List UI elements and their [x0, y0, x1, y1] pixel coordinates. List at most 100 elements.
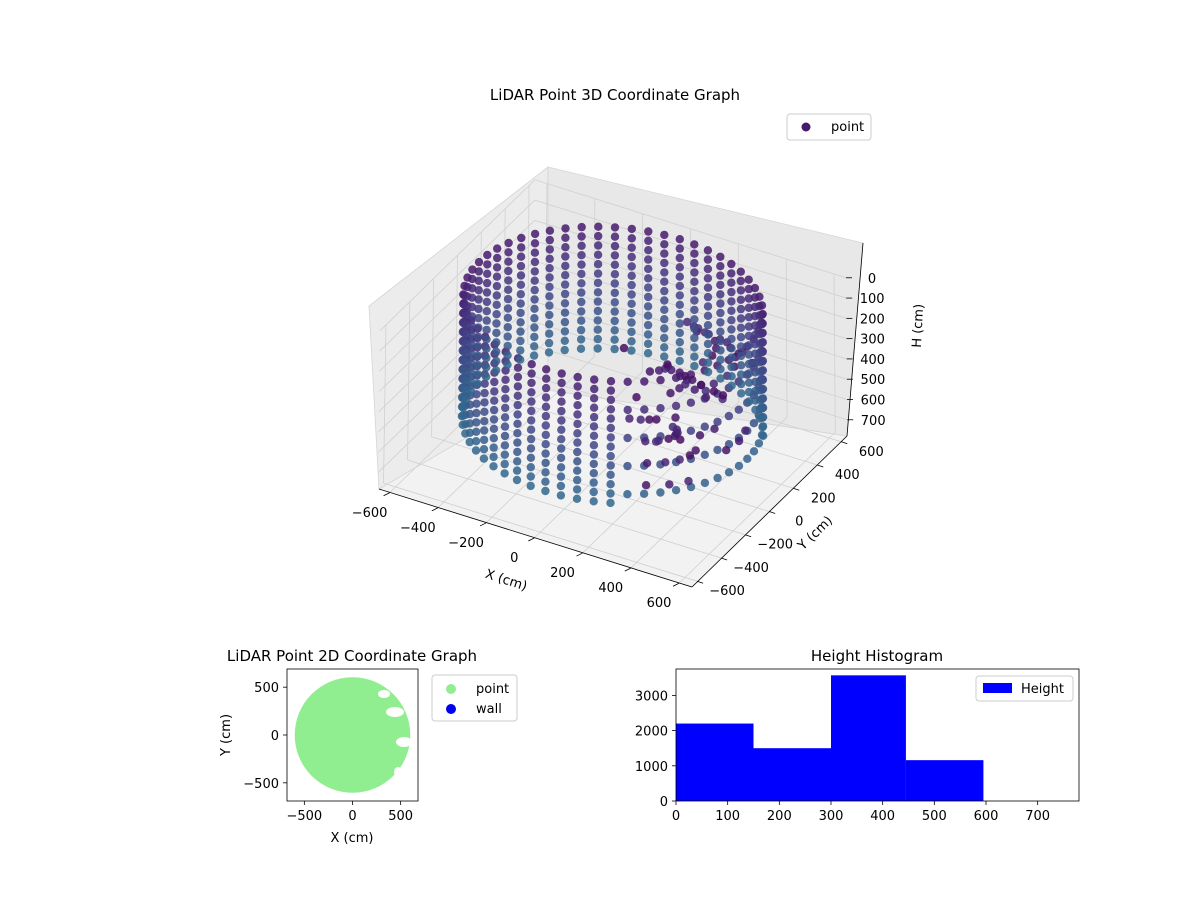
plot3d-point	[744, 341, 754, 350]
plot3d-point	[501, 385, 510, 394]
plot3d-point	[500, 469, 509, 478]
hist-title: Height Histogram	[811, 647, 943, 665]
plot3d-point	[576, 335, 586, 344]
plot3d-point	[466, 387, 476, 396]
plot3d-point	[545, 273, 554, 282]
plot3d-point	[606, 498, 615, 508]
plot3d-point	[577, 297, 586, 307]
plot3d-point	[654, 436, 663, 445]
plot3d-point	[661, 458, 670, 467]
plot3d-point	[483, 269, 492, 278]
plot3d-point	[489, 452, 498, 462]
plot3d-point	[503, 323, 512, 332]
plot3d-point	[744, 397, 754, 406]
plot3d-point	[480, 426, 489, 435]
plot3d-point	[671, 401, 681, 411]
plot3d-point	[474, 286, 483, 295]
plot3d-point	[675, 272, 684, 281]
plot3d-point	[716, 346, 725, 355]
plot3d-point	[643, 339, 653, 348]
plot3d-point	[690, 305, 699, 315]
plot2d-notch	[396, 737, 412, 747]
plot3d-x-tick-label: 0	[510, 551, 518, 566]
plot3d-point	[736, 370, 746, 379]
plot3d-point	[660, 286, 669, 296]
plot3d-point	[690, 333, 699, 343]
plot3d-point	[713, 445, 722, 455]
plot3d-point	[468, 265, 477, 274]
plot3d-point	[589, 403, 599, 412]
plot3d-point	[541, 477, 550, 486]
plot3d-legend-marker	[801, 122, 811, 132]
plot3d-point	[527, 369, 536, 378]
plot3d-point	[750, 321, 760, 330]
plot3d-point	[744, 313, 754, 322]
plot3d-y-tick-label: −600	[709, 584, 745, 599]
plot3d-y-tick-label: −400	[733, 561, 769, 576]
plot3d-point	[482, 316, 491, 325]
hist-y-tick-label: 0	[660, 795, 668, 810]
plot3d-point	[675, 300, 684, 309]
plot3d-point	[593, 344, 602, 353]
plot3d-point	[619, 343, 629, 353]
plot3d-point	[675, 291, 684, 300]
plot3d-point	[480, 398, 489, 407]
plot3d-point	[545, 292, 554, 301]
plot3d-ticks: −600−400−2000200400600−600−400−200020040…	[352, 272, 886, 611]
plot3d-point	[462, 395, 471, 404]
plot3d-point	[516, 280, 526, 289]
plot3d-point	[504, 276, 513, 285]
plot3d-point	[542, 374, 551, 383]
plot3d-point	[610, 307, 619, 316]
plot3d-point	[606, 377, 616, 386]
plot3d-x-tick	[672, 582, 680, 587]
plot3d-point	[736, 286, 746, 295]
plot3d-point	[675, 253, 684, 263]
plot3d-point	[572, 485, 582, 494]
plot3d-point	[561, 252, 570, 261]
hist-bar	[905, 760, 984, 801]
plot3d-point	[516, 299, 525, 308]
plot3d-point	[736, 351, 746, 361]
plot3d-point	[577, 251, 586, 260]
plot3d-point	[755, 414, 765, 423]
plot3d-point	[577, 260, 586, 269]
plot3d-point	[610, 298, 619, 307]
plot3d-point	[503, 304, 513, 313]
plot3d-point	[718, 391, 728, 400]
plot3d-point	[589, 412, 599, 422]
grid-line-back-x	[833, 274, 836, 433]
plot3d-point	[560, 317, 570, 327]
plot3d-point	[513, 410, 522, 419]
plot3d-point	[489, 424, 499, 433]
plot3d-point	[501, 375, 510, 384]
plot3d-point	[541, 468, 550, 477]
plot3d-point	[465, 437, 474, 447]
plot3d-point	[734, 461, 744, 471]
plot3d-point	[541, 486, 550, 496]
plot3d-point	[623, 377, 632, 386]
grid-line-left-y	[383, 324, 387, 484]
plot3d-point	[686, 398, 696, 407]
plot3d-point	[467, 330, 476, 340]
plot3d-point	[656, 404, 665, 413]
plot3d-point	[593, 269, 603, 278]
plot3d-point	[468, 284, 477, 293]
plot3d-point	[675, 309, 684, 319]
plot3d-point	[727, 259, 736, 269]
plot3d-point	[503, 341, 512, 351]
plot3d-point	[744, 350, 754, 359]
plot3d-point	[627, 252, 636, 262]
plot3d-point	[560, 299, 570, 308]
plot3d-z-tick-label: 700	[861, 414, 886, 429]
plot3d-point	[750, 330, 760, 340]
plot3d-point	[530, 248, 540, 257]
plot3d-point	[675, 244, 684, 253]
hist-legend-box	[975, 675, 1074, 702]
plot3d-point	[606, 423, 615, 433]
plot3d-point	[644, 264, 653, 274]
plot3d-point	[744, 331, 754, 341]
plot3d-point	[744, 378, 754, 387]
plot3d-point	[589, 497, 598, 506]
plot3d-point	[529, 351, 539, 360]
